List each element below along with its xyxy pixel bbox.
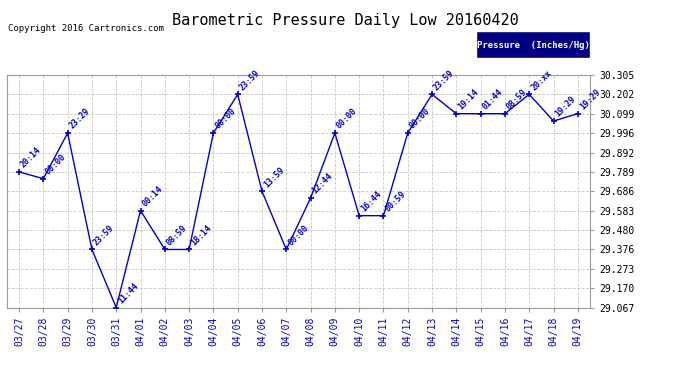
- Text: 23:59: 23:59: [432, 68, 456, 92]
- Text: 13:59: 13:59: [262, 165, 286, 189]
- Text: 23:29: 23:29: [68, 107, 92, 131]
- Text: 19:29: 19:29: [553, 95, 578, 119]
- Text: 00:00: 00:00: [408, 107, 432, 131]
- Text: 19:29: 19:29: [578, 87, 602, 111]
- Text: 08:59: 08:59: [165, 223, 189, 247]
- Text: 20:xx: 20:xx: [529, 68, 553, 92]
- Text: 08:59: 08:59: [505, 87, 529, 111]
- Text: 00:00: 00:00: [286, 223, 310, 247]
- Text: 12:44: 12:44: [310, 172, 335, 196]
- Text: Barometric Pressure Daily Low 20160420: Barometric Pressure Daily Low 20160420: [172, 13, 518, 28]
- Text: 16:44: 16:44: [359, 189, 383, 213]
- Text: 00:00: 00:00: [43, 152, 68, 176]
- Text: 01:44: 01:44: [481, 87, 504, 111]
- Text: 23:59: 23:59: [92, 223, 116, 247]
- Text: 00:00: 00:00: [213, 107, 237, 131]
- Text: 00:14: 00:14: [141, 184, 164, 209]
- Text: 11:44: 11:44: [116, 281, 140, 305]
- Text: 19:14: 19:14: [456, 87, 480, 111]
- Text: 00:59: 00:59: [384, 189, 408, 213]
- Text: 18:14: 18:14: [189, 223, 213, 247]
- Text: 00:00: 00:00: [335, 107, 359, 131]
- Text: 23:59: 23:59: [237, 68, 262, 92]
- Text: Copyright 2016 Cartronics.com: Copyright 2016 Cartronics.com: [8, 24, 164, 33]
- Text: Pressure  (Inches/Hg): Pressure (Inches/Hg): [477, 42, 589, 51]
- Text: 20:14: 20:14: [19, 146, 43, 170]
